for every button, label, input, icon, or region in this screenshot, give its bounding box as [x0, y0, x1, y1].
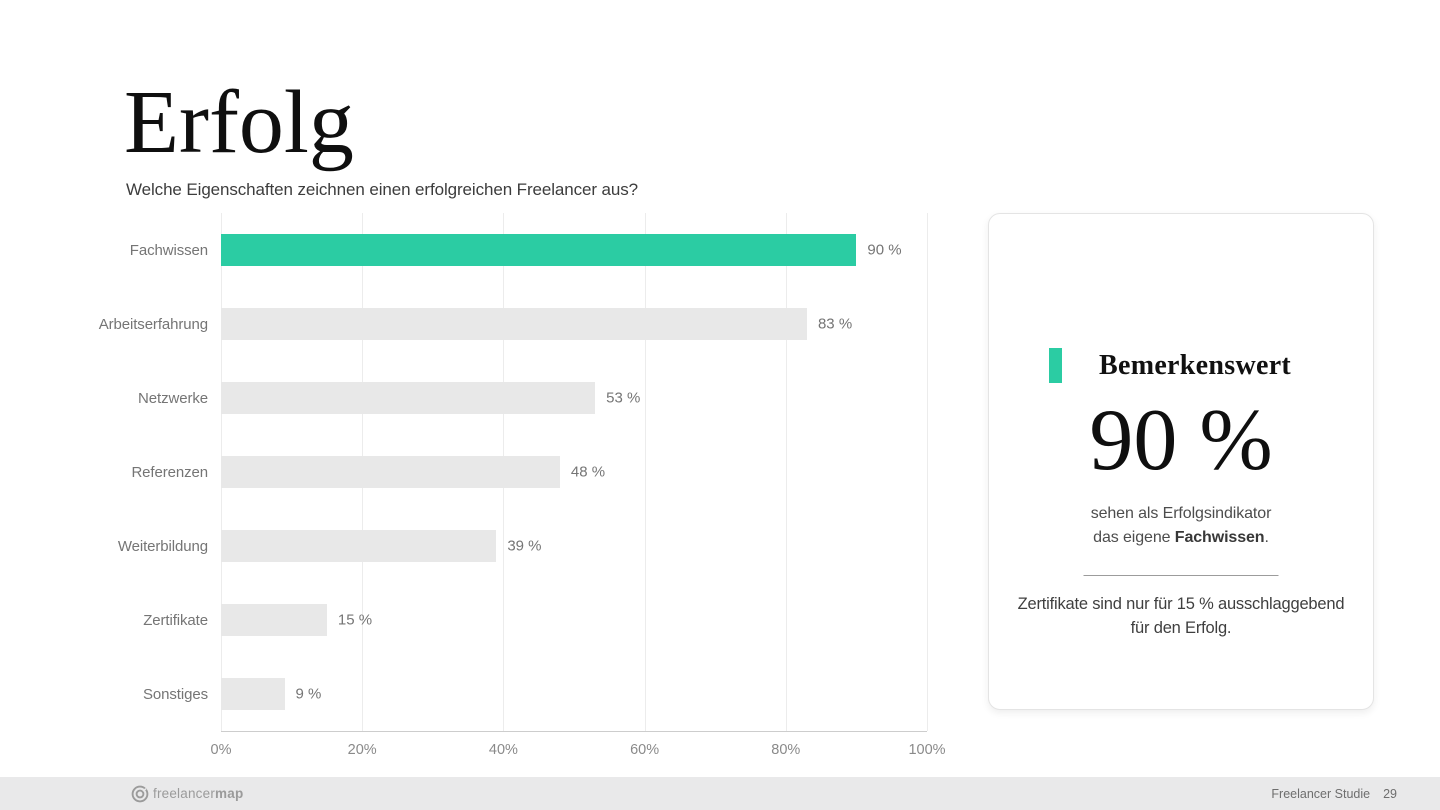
- footer: freelancer map Freelancer Studie 29: [0, 777, 1440, 810]
- chart-row: Netzwerke 53 %: [0, 361, 927, 435]
- category-label: Fachwissen: [129, 241, 208, 259]
- chart-bar: [221, 234, 857, 266]
- bar-track: 83 %: [221, 308, 927, 340]
- bar-track: 53 %: [221, 382, 927, 414]
- category-label: Netzwerke: [138, 389, 208, 407]
- x-tick-label: 100%: [908, 742, 946, 758]
- logo-text-bold: map: [215, 786, 244, 801]
- category-label: Weiterbildung: [117, 537, 208, 555]
- callout-line2-suffix: .: [1264, 528, 1269, 546]
- value-label: 83 %: [817, 315, 853, 333]
- chart-bar: [221, 678, 285, 710]
- callout-heading: Bemerkenswert: [1099, 349, 1292, 381]
- value-label: 53 %: [606, 389, 641, 407]
- chart-row: Fachwissen 90 %: [0, 213, 927, 287]
- chart-row: Arbeitserfahrung 83 %: [0, 287, 927, 361]
- x-tick-label: 0%: [210, 742, 232, 758]
- chart-bar: [221, 382, 596, 414]
- bar-track: 39 %: [221, 530, 927, 562]
- chart-row: Weiterbildung 39 %: [0, 509, 927, 583]
- x-tick-label: 80%: [771, 742, 801, 758]
- bar-chart: Fachwissen 90 % Arbeitserfahrung 83 % Netzwe…: [0, 213, 946, 758]
- chart-bar: [221, 604, 327, 636]
- callout-big-number: 90 %: [1089, 392, 1273, 489]
- chart-bar: [221, 456, 560, 488]
- x-tick-label: 20%: [347, 742, 377, 758]
- divider: [1083, 575, 1279, 576]
- freelancermap-logo: freelancer map: [131, 785, 243, 803]
- bar-track: 9 %: [221, 678, 927, 710]
- callout-line1: sehen als Erfolgsindikator: [1090, 505, 1272, 522]
- footer-label: Freelancer Studie: [1271, 786, 1371, 801]
- value-label: 15 %: [337, 611, 373, 629]
- category-label: Sonstiges: [143, 685, 208, 703]
- value-label: 48 %: [570, 463, 606, 481]
- category-label: Arbeitserfahrung: [98, 315, 208, 333]
- value-label: 90 %: [867, 241, 902, 259]
- x-axis-tick-labels: 0% 20% 40% 60% 80% 100%: [211, 742, 946, 762]
- category-label: Referenzen: [131, 463, 208, 481]
- chart-row: Sonstiges 9 %: [0, 657, 927, 731]
- x-tick-label: 60%: [630, 742, 660, 758]
- callout-line2-prefix: das eigene: [1093, 528, 1175, 546]
- chart-rows: Fachwissen 90 % Arbeitserfahrung 83 % Netzwe…: [0, 213, 927, 731]
- category-label: Zertifikate: [143, 611, 208, 629]
- x-tick-label: 40%: [488, 742, 518, 758]
- logo-text-light: freelancer: [153, 786, 216, 801]
- accent-bar: [1049, 348, 1062, 383]
- chart-row: Referenzen 48 %: [0, 435, 927, 509]
- chart-bar: [221, 530, 497, 562]
- bar-track: 48 %: [221, 456, 927, 488]
- value-label: 9 %: [295, 685, 322, 703]
- callout-line2-bold: Fachwissen: [1174, 528, 1265, 546]
- bar-track: 15 %: [221, 604, 927, 636]
- page-title: Erfolg: [124, 73, 354, 172]
- bar-track: 90 %: [221, 234, 927, 266]
- chart-bar: [221, 308, 807, 340]
- gridline: [927, 213, 928, 731]
- page-subtitle: Welche Eigenschaften zeichnen einen erfo…: [126, 180, 639, 199]
- callout-subtext: sehen als Erfolgsindikator das eigene Fa…: [989, 502, 1373, 549]
- freelancermap-logo-icon: [131, 785, 149, 802]
- page-number: 29: [1383, 786, 1397, 801]
- value-label: 39 %: [507, 537, 542, 555]
- callout-header: Bemerkenswert: [1049, 348, 1291, 383]
- callout-note: Zertifikate sind nur für 15 % ausschlagg…: [1017, 595, 1345, 637]
- footer-page-info: Freelancer Studie 29: [1271, 787, 1397, 801]
- callout-card: Bemerkenswert 90 % sehen als Erfolgsindi…: [988, 213, 1374, 710]
- chart-row: Zertifikate 15 %: [0, 583, 927, 657]
